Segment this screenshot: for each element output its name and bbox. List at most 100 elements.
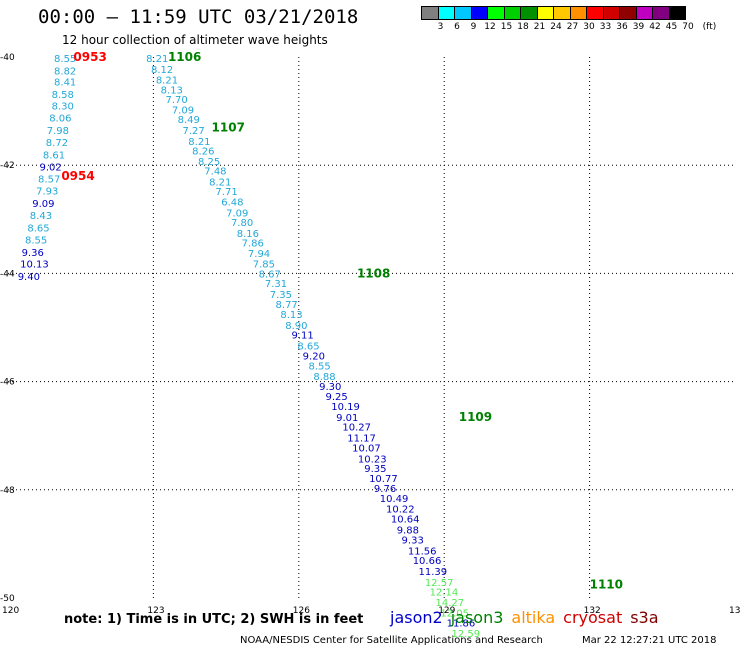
wave-height-value: 7.85 (253, 260, 275, 271)
wave-height-value: 7.93 (36, 187, 58, 198)
wave-height-value: 7.27 (182, 126, 204, 137)
wave-height-value: 10.22 (386, 505, 415, 516)
wave-height-value: 9.30 (319, 382, 341, 393)
wave-height-value: 11.39 (419, 567, 448, 578)
legend-label: 24 (550, 22, 562, 32)
wave-height-value: 8.57 (38, 175, 60, 186)
wave-height-value: 7.09 (172, 105, 194, 116)
wave-height-value: 12.05 (440, 609, 469, 620)
satellite-legend: jason2 jason3 altika cryosat s3a (390, 608, 667, 627)
wave-height-value: 8.16 (237, 229, 259, 240)
wave-height-value: 11.56 (408, 546, 437, 557)
wave-height-value: 8.43 (30, 211, 52, 222)
track-1106: 8.218.128.218.137.707.098.497.278.218.26… (146, 54, 480, 640)
legend-label: 42 (649, 22, 661, 32)
wave-height-value: 8.12 (151, 65, 173, 76)
legend-label: 70 (682, 22, 694, 32)
wave-height-value: 8.13 (161, 85, 183, 96)
pass-time-label: 1108 (357, 266, 390, 280)
lon-tick-label: 132 (584, 606, 601, 616)
wave-height-value: 8.49 (178, 115, 200, 126)
wave-height-value: 9.01 (336, 413, 358, 424)
axis-labels: -40 -42 -44 -46 -48 -50 120 123 126 129 132 135 (0, 53, 740, 616)
wave-height-value: 9.76 (374, 484, 396, 495)
lat-tick-label: -48 (0, 486, 15, 496)
wave-height-value: 10.19 (331, 402, 360, 413)
wave-height-value: 8.82 (54, 67, 76, 78)
legend-label: 36 (616, 22, 628, 32)
wave-height-value: 8.88 (313, 372, 335, 383)
lat-lon-grid (8, 57, 735, 598)
wave-height-value: 10.66 (413, 556, 442, 567)
wave-height-value: 7.31 (265, 279, 287, 290)
legend-label: 6 (454, 22, 460, 32)
wave-height-value: 7.48 (204, 167, 226, 178)
pass-time-labels: 0953 0954 1106 1107 1108 1109 1110 (61, 50, 623, 591)
color-legend (421, 6, 686, 20)
wave-height-value: 7.80 (231, 218, 253, 229)
wave-height-value: 12.14 (430, 588, 459, 599)
pass-time-label: 0954 (61, 169, 94, 183)
legend-labels: 3 6 9 12 15 18 21 24 27 30 33 36 39 42 45 70 (ft) (422, 22, 740, 34)
wave-height-value: 9.11 (292, 331, 314, 342)
lon-tick-label: 129 (438, 606, 455, 616)
wave-height-value: 8.21 (209, 177, 231, 188)
lon-tick-label: 123 (147, 606, 164, 616)
wave-height-value: 8.26 (192, 147, 214, 158)
lon-tick-label: 135 (729, 606, 740, 616)
legend-label: 39 (632, 22, 645, 32)
legend-label: 9 (470, 22, 477, 32)
wave-height-value: 11.86 (447, 618, 476, 629)
pass-time-label: 1106 (168, 50, 201, 64)
wave-height-value: 9.02 (40, 162, 62, 173)
legend-label: 15 (500, 22, 513, 32)
wave-height-value: 8.41 (54, 77, 76, 88)
wave-height-value: 8.67 (259, 269, 281, 280)
wave-height-value: 8.55 (25, 235, 47, 246)
track-0953: 8.55 8.828.41 8.588.308.067.988.728.619.02… (18, 54, 77, 283)
wave-height-value: 7.71 (215, 187, 237, 198)
wave-height-value: 9.09 (32, 199, 54, 210)
wave-height-value: 9.35 (364, 464, 386, 475)
legend-label: 30 (583, 22, 595, 32)
wave-height-value: 8.90 (285, 321, 307, 332)
map-title: 00:00 – 11:59 UTC 03/21/2018 (38, 6, 359, 28)
wave-height-value: 8.72 (46, 138, 68, 149)
wave-height-value: 8.65 (27, 223, 49, 234)
wave-height-value: 9.36 (22, 248, 44, 259)
legend-label: 45 (665, 22, 678, 32)
satellite-name: altika (511, 608, 556, 627)
legend-label: 21 (533, 22, 546, 32)
pass-time-label: 1107 (212, 120, 245, 134)
wave-height-value: 9.33 (402, 536, 424, 547)
legend-label: 3 (437, 22, 444, 32)
lon-tick-label: 120 (2, 606, 19, 616)
altimeter-tracks: 8.55 8.828.41 8.588.308.067.988.728.619.02… (18, 54, 480, 640)
wave-height-value: 8.58 (52, 90, 74, 101)
wave-height-value: 7.94 (248, 249, 270, 260)
wave-height-value: 7.35 (270, 290, 292, 301)
wave-height-value: 8.77 (276, 300, 298, 311)
wave-height-value: 8.61 (43, 150, 65, 161)
pass-time-label: 1109 (459, 410, 492, 424)
generated-timestamp: Mar 22 12:27:21 UTC 2018 (582, 635, 717, 646)
wave-height-value: 8.65 (297, 341, 319, 352)
lon-tick-label: 126 (293, 606, 310, 616)
wave-height-value: 11.17 (347, 433, 376, 444)
lat-tick-label: -46 (0, 378, 15, 388)
wave-height-value: 10.07 (352, 444, 381, 455)
map-subtitle: 12 hour collection of altimeter wave hei… (62, 33, 328, 47)
satellite-name: jason2 (390, 608, 443, 627)
legend-swatch (668, 6, 686, 20)
wave-height-value: 8.55 (54, 54, 76, 65)
wave-height-value: 8.55 (308, 361, 330, 372)
wave-height-value: 7.70 (166, 95, 188, 106)
legend-label: 18 (517, 22, 529, 32)
wave-height-value: 10.13 (20, 260, 49, 271)
lat-tick-label: -42 (0, 161, 15, 171)
wave-height-value: 9.20 (303, 352, 325, 363)
wave-height-value: 14.27 (435, 598, 464, 609)
wave-height-value: 10.64 (391, 514, 420, 525)
wave-height-value: 8.30 (52, 102, 74, 113)
wave-height-value: 8.13 (280, 310, 302, 321)
